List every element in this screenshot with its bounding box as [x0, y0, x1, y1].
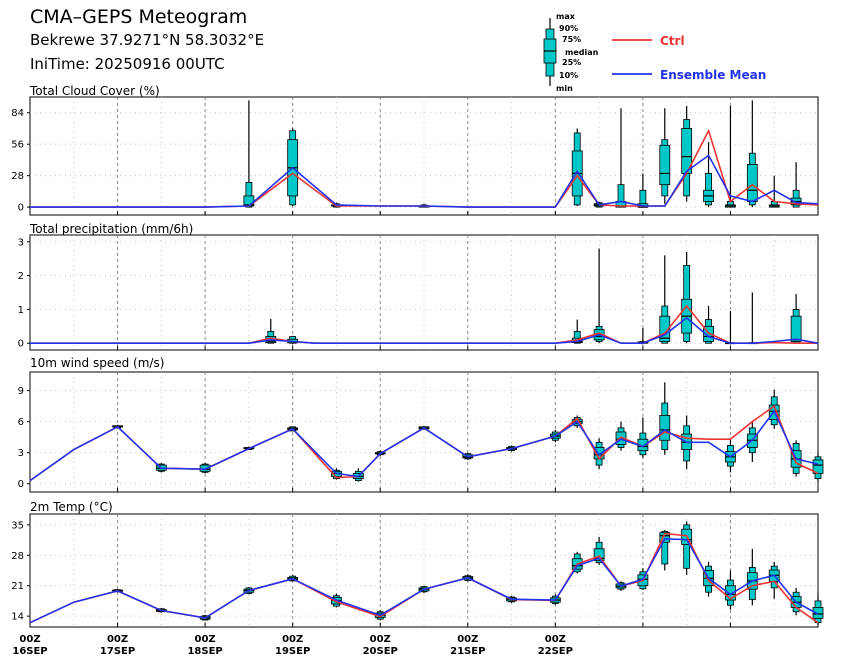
- x-tick-label-date: 18SEP: [187, 646, 222, 657]
- box-whisker: [746, 292, 758, 345]
- legend-box-label: 10%: [559, 71, 578, 80]
- legend-ctrl-label: Ctrl: [660, 34, 685, 48]
- box-25-75: [725, 585, 736, 601]
- box-whisker: [681, 105, 693, 202]
- box-whisker: [725, 311, 736, 345]
- legend-box-sample: [543, 18, 557, 86]
- panel-title-wind-speed: 10m wind speed (m/s): [30, 356, 165, 370]
- x-tick-label-time: 00Z: [282, 634, 303, 645]
- y-tick-label: 0: [18, 203, 24, 214]
- x-tick-label-time: 00Z: [457, 634, 478, 645]
- box-whisker: [681, 521, 693, 575]
- y-tick-label: 3: [18, 237, 24, 248]
- box-whisker: [615, 421, 627, 451]
- panel-frame: [29, 513, 819, 628]
- box-whisker: [243, 100, 255, 208]
- box-whisker: [746, 100, 758, 208]
- box-10-90: [661, 530, 669, 565]
- y-tick-label: 14: [11, 612, 24, 623]
- box-whisker: [703, 141, 714, 208]
- ensemble-mean-line: [30, 316, 819, 345]
- box-25-75: [659, 315, 671, 342]
- panel-title-precipitation: Total precipitation (mm/6h): [30, 222, 194, 236]
- x-tick-label-time: 00Z: [370, 634, 391, 645]
- x-tick-label-date: 22SEP: [538, 646, 573, 657]
- legend-box-label: max: [556, 12, 576, 21]
- x-tick-label-time: 00Z: [545, 634, 566, 645]
- box-25-75: [659, 144, 671, 186]
- y-tick-label: 0: [18, 339, 24, 350]
- box-whisker: [659, 530, 671, 571]
- y-tick-label: 28: [11, 171, 24, 182]
- location-label: Bekrewe 37.9271°N 58.3032°E: [30, 31, 265, 49]
- box-whisker: [746, 421, 758, 462]
- box-25-75: [746, 164, 758, 202]
- y-tick-label: 84: [11, 108, 24, 119]
- panel-title-cloud-cover: Total Cloud Cover (%): [30, 84, 160, 98]
- legend-box-label: median: [565, 48, 599, 57]
- y-tick-label: 21: [11, 581, 24, 592]
- box-whisker: [812, 451, 824, 482]
- box-10-90: [705, 173, 712, 206]
- box-10-90: [683, 524, 691, 569]
- x-tick-label-time: 00Z: [107, 634, 128, 645]
- box-25-75: [593, 548, 605, 561]
- x-tick-label-date: 20SEP: [363, 646, 398, 657]
- ensemble-mean-line: [29, 409, 819, 482]
- box-10-90: [245, 182, 253, 208]
- legend-box-label: 25%: [562, 58, 581, 67]
- init-time-label: IniTime: 20250916 00UTC: [30, 55, 225, 73]
- box-whisker: [790, 294, 802, 344]
- chart-title: CMA–GEPS Meteogram: [30, 6, 248, 28]
- box-25-75: [812, 607, 824, 619]
- ctrl-line: [30, 304, 818, 345]
- box-whisker: [637, 173, 649, 208]
- box-whisker: [681, 251, 693, 344]
- x-tick-label-date: 19SEP: [275, 646, 310, 657]
- legend-box-label: 75%: [562, 35, 581, 44]
- legend-box-label: 90%: [559, 24, 578, 33]
- box-25-75: [659, 532, 671, 543]
- x-tick-label-date: 17SEP: [100, 646, 135, 657]
- legend-mean-label: Ensemble Mean: [660, 68, 766, 82]
- x-tick-label-time: 00Z: [195, 634, 216, 645]
- x-tick-label-time: 00Z: [19, 634, 40, 645]
- y-tick-label: 28: [11, 551, 24, 562]
- y-tick-label: 56: [11, 140, 24, 151]
- y-tick-label: 0: [18, 479, 24, 490]
- box-whisker: [637, 417, 649, 458]
- y-tick-label: 35: [11, 520, 24, 531]
- y-tick-label: 3: [18, 448, 24, 459]
- box-whisker: [746, 548, 758, 606]
- box-whisker: [725, 570, 736, 610]
- box-whisker: [571, 128, 583, 207]
- y-tick-label: 6: [18, 417, 24, 428]
- box-whisker: [659, 255, 671, 344]
- box-10-90: [573, 330, 581, 344]
- ensemble-mean-line: [30, 154, 819, 208]
- box-whisker: [659, 382, 671, 455]
- y-tick-label: 2: [18, 271, 24, 282]
- box-25-75: [659, 415, 671, 441]
- box-whisker: [615, 108, 627, 208]
- ensemble-mean-line: [29, 537, 819, 624]
- x-tick-label-date: 16SEP: [12, 646, 47, 657]
- box-whisker: [593, 537, 605, 565]
- y-tick-label: 9: [18, 386, 24, 397]
- box-whisker: [659, 108, 671, 204]
- box-whisker: [593, 248, 605, 344]
- box-25-75: [199, 464, 211, 472]
- box-whisker: [725, 105, 736, 208]
- box-whisker: [352, 468, 364, 482]
- box-25-75: [790, 315, 802, 342]
- panel-frame: [29, 234, 819, 351]
- y-tick-label: 1: [18, 305, 24, 316]
- legend-box-label: min: [556, 84, 573, 93]
- panel-title-temperature: 2m Temp (°C): [30, 500, 113, 514]
- x-tick-label-date: 21SEP: [450, 646, 485, 657]
